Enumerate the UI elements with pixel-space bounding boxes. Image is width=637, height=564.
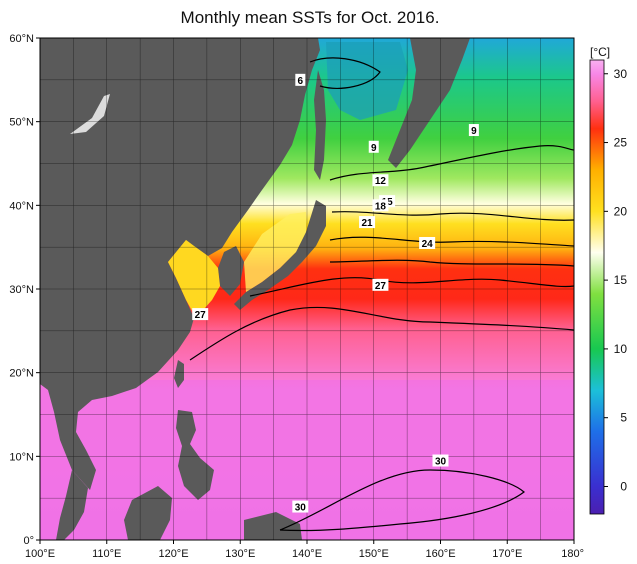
contour-label: 9	[471, 126, 477, 137]
land-japan	[234, 200, 326, 310]
contour-label-box	[372, 278, 389, 291]
lon-tick-label: 110°E	[92, 548, 121, 560]
latitude-labels: 60°N 50°N 40°N 30°N 20°N 10°N 0°	[9, 33, 40, 547]
contour-label-box	[419, 236, 436, 249]
colorbar-ticks: 30 25 20 15 10 5 0	[604, 67, 628, 493]
land-kamchatka	[388, 38, 470, 168]
contour-label: 24	[422, 239, 434, 250]
isotherm-18-line	[329, 236, 575, 247]
isotherm-lines	[189, 57, 575, 532]
land-asia	[40, 38, 320, 490]
contour-label-box	[372, 174, 389, 187]
contour-label: 6	[298, 76, 304, 87]
lat-tick-label: 20°N	[9, 368, 34, 380]
japan-sea	[244, 212, 306, 292]
isotherm-30-line	[279, 469, 525, 532]
contour-label: 21	[362, 218, 374, 229]
contour-label-box	[295, 73, 306, 86]
contour-label-box	[468, 124, 479, 137]
lon-tick-label: 170°E	[492, 548, 522, 560]
colorbar-tick-label: 10	[614, 342, 628, 356]
lon-tick-label: 140°E	[292, 548, 322, 560]
contour-label: 12	[375, 176, 387, 187]
colorbar: [°C] 30 25 20 15 10 5 0	[589, 45, 628, 515]
contour-label-box	[372, 199, 389, 212]
contour-label-box	[359, 216, 376, 229]
isotherm-21-line	[329, 259, 575, 267]
contour-label-box	[192, 308, 209, 321]
contour-label: 27	[375, 281, 387, 292]
colorbar-unit: [°C]	[590, 45, 610, 59]
lat-tick-label: 40°N	[9, 200, 34, 212]
okhotsk-sea	[326, 42, 408, 120]
contour-label: 18	[375, 201, 387, 212]
contour-label-box	[292, 500, 309, 513]
contour-label-box	[432, 454, 449, 467]
lon-tick-label: 160°E	[425, 548, 455, 560]
lon-tick-label: 130°E	[225, 548, 255, 560]
lat-tick-label: 0°	[23, 535, 34, 547]
isotherm-24-line	[249, 277, 575, 297]
map-title: Monthly mean SSTs for Oct. 2016.	[180, 8, 440, 27]
colorbar-tick-label: 25	[614, 136, 628, 150]
contour-label: 9	[371, 143, 377, 154]
colorbar-tick-label: 30	[614, 67, 628, 81]
land-borneo	[124, 486, 172, 540]
colorbar-tick-label: 5	[620, 411, 627, 425]
lon-tick-label: 150°E	[359, 548, 389, 560]
lon-tick-label: 100°E	[25, 548, 55, 560]
lat-tick-label: 60°N	[9, 33, 34, 45]
longitude-labels: 100°E 110°E 120°E 130°E 140°E 150°E 160°E 170°E…	[25, 540, 584, 560]
land-philippines	[176, 410, 214, 500]
lon-tick-label: 180°	[561, 548, 584, 560]
land-taiwan	[174, 360, 184, 388]
isotherm-27-line	[189, 306, 575, 361]
lat-tick-label: 50°N	[9, 117, 34, 129]
land-sakhalin	[314, 70, 326, 180]
colorbar-scale	[589, 59, 605, 515]
isotherm-6-line	[309, 57, 381, 89]
lon-tick-label: 120°E	[158, 548, 188, 560]
colorbar-tick-label: 20	[614, 204, 628, 218]
lat-tick-label: 30°N	[9, 284, 34, 296]
contour-label: 27	[195, 310, 207, 321]
graticule	[40, 38, 574, 540]
contour-label: 30	[295, 503, 307, 514]
land-malay	[56, 470, 88, 540]
isotherm-9-line	[329, 144, 575, 181]
contour-labels: 699121518212427273030	[192, 73, 479, 514]
land-new-guinea	[244, 512, 302, 540]
colorbar-tick-label: 15	[614, 273, 628, 287]
land-korea	[218, 246, 244, 296]
contour-label-box	[368, 140, 379, 153]
colorbar-tick-label: 0	[620, 479, 627, 493]
lat-tick-label: 10°N	[9, 451, 34, 463]
ice-patch	[70, 94, 110, 134]
contour-label: 30	[435, 457, 447, 468]
isotherm-12-line	[331, 211, 575, 221]
